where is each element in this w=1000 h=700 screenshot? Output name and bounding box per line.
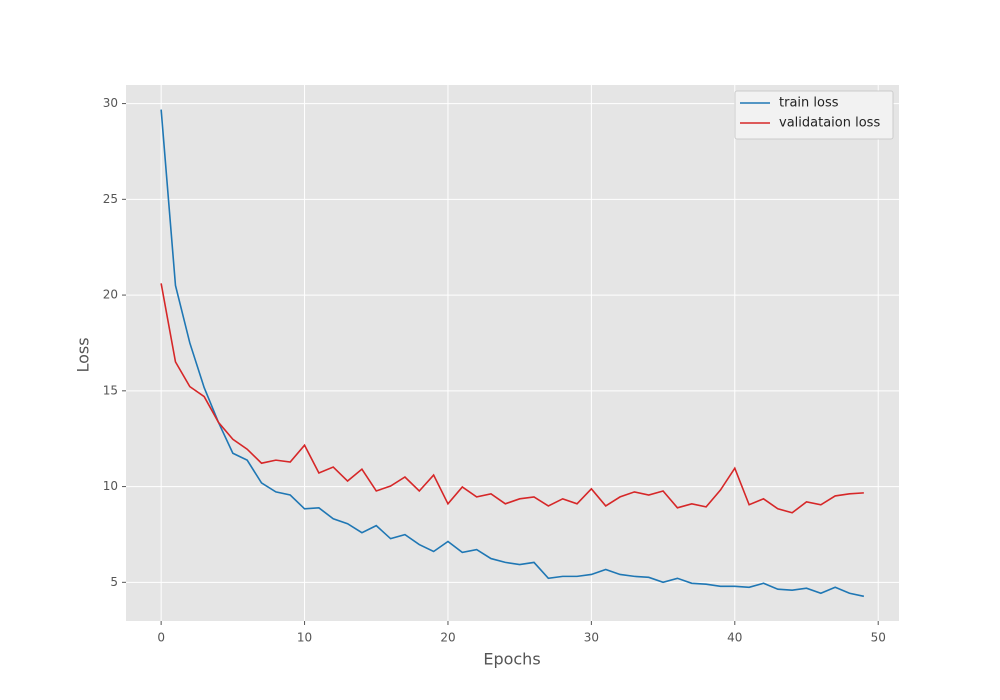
line-series [160,283,864,514]
y-tick-label: 20 [103,288,118,302]
x-tick-label: 0 [157,631,165,645]
plot-area [126,85,899,621]
x-tick-label: 30 [584,631,599,645]
y-tick-label: 15 [103,383,118,397]
y-axis-label: Loss [74,337,93,372]
y-tick-label: 10 [103,479,118,493]
x-tick-label: 10 [297,631,312,645]
x-tick-label: 50 [871,631,886,645]
legend: train loss validataion loss [734,90,894,140]
y-tick-label: 25 [103,192,118,206]
legend-label: train loss [779,96,839,111]
x-axis-label: Epochs [483,650,540,669]
x-tick-label: 40 [727,631,742,645]
x-tick-label: 20 [440,631,455,645]
legend-label: validataion loss [779,116,880,131]
y-tick-label: 5 [110,575,118,589]
legend-box [734,90,894,140]
line-series [160,109,865,598]
y-tick-label: 30 [103,96,118,110]
